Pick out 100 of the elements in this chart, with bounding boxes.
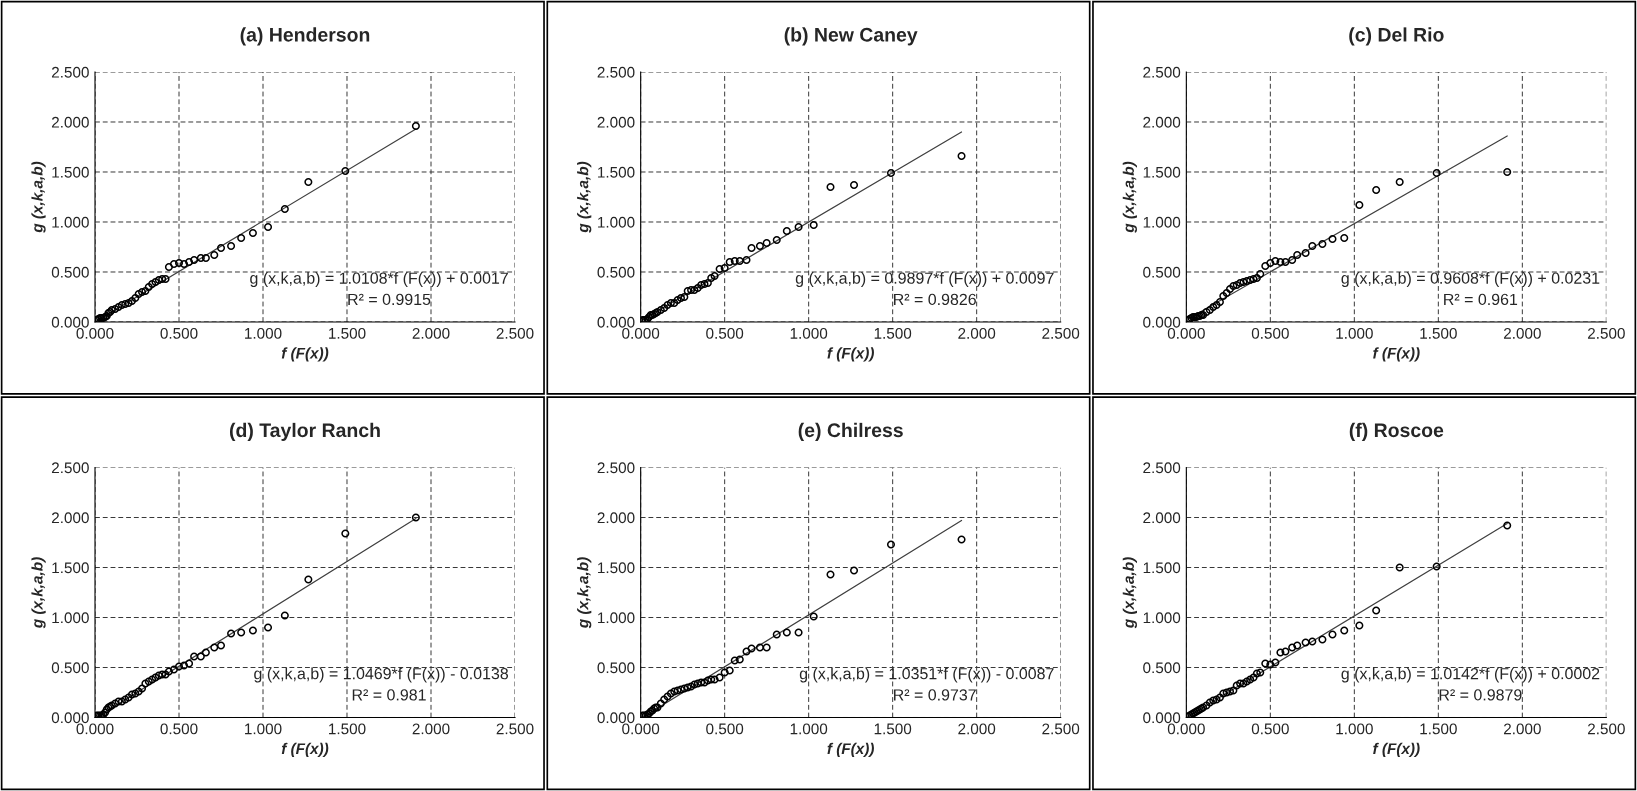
y-axis-title: g (x,k,a,b) (577, 557, 592, 629)
y-tick-label: 1.000 (52, 216, 89, 228)
x-tick-label: 1.500 (874, 723, 912, 735)
y-tick-label: 1.000 (598, 612, 635, 624)
annotation: R² = 0.981 (352, 689, 426, 701)
y-tick-label: 2.000 (51, 512, 89, 524)
x-tick-label: 0.000 (1167, 327, 1205, 339)
y-tick-label: 1.500 (52, 166, 89, 178)
y-tick-label: 1.500 (1143, 562, 1181, 574)
x-axis-title: f (F(x)) (281, 347, 329, 362)
y-tick-label: 1.000 (1143, 216, 1181, 228)
chart-title: (a) Henderson (240, 27, 370, 46)
annotation: R² = 0.9915 (348, 293, 431, 306)
y-tick-label: 0.000 (597, 712, 635, 724)
x-tick-label: 0.000 (622, 723, 660, 735)
x-axis-title: f (F(x)) (827, 347, 874, 362)
x-tick-label: 2.500 (1042, 723, 1080, 735)
x-tick-label: 2.000 (412, 723, 450, 735)
x-tick-label: 0.000 (1167, 723, 1205, 735)
y-tick-label: 1.000 (1143, 612, 1181, 624)
y-axis-title: g (x,k,a,b) (31, 161, 46, 233)
y-tick-label: 1.500 (1143, 166, 1181, 178)
x-tick-label: 0.500 (706, 723, 744, 735)
x-tick-label: 1.000 (245, 723, 282, 735)
y-axis-title: g (x,k,a,b) (1122, 557, 1137, 629)
x-tick-label: 0.000 (622, 327, 660, 339)
y-axis-title: g (x,k,a,b) (31, 557, 46, 629)
x-axis-title: f (F(x)) (1373, 347, 1420, 362)
annotation: g (x,k,a,b) = 0.9897*f (F(x)) + 0.0097 (795, 272, 1054, 287)
x-tick-label: 0.500 (160, 327, 198, 339)
x-tick-label: 2.500 (496, 327, 534, 339)
y-tick-label: 0.000 (51, 316, 89, 328)
x-axis-title: f (F(x)) (827, 742, 874, 758)
x-tick-label: 1.000 (1336, 327, 1373, 339)
y-tick-label: 1.500 (52, 562, 89, 574)
annotation: g (x,k,a,b) = 1.0469*f (F(x)) - 0.0138 (254, 667, 509, 683)
y-tick-label: 2.500 (1143, 66, 1181, 78)
annotation: g (x,k,a,b) = 1.0351*f (F(x)) - 0.0087 (799, 667, 1054, 683)
y-tick-label: 1.500 (598, 562, 635, 574)
chart-title: (d) Taylor Ranch (229, 422, 380, 441)
annotation: g (x,k,a,b) = 1.0142*f (F(x)) + 0.0002 (1341, 667, 1600, 683)
x-tick-label: 0.000 (76, 327, 114, 339)
y-tick-label: 2.500 (597, 66, 635, 78)
y-tick-label: 0.500 (1143, 662, 1181, 674)
x-axis-title: f (F(x)) (281, 742, 329, 758)
annotation: R² = 0.9879 (1439, 689, 1522, 701)
y-tick-label: 0.000 (1143, 712, 1181, 724)
y-tick-label: 1.000 (598, 216, 635, 228)
annotation: g (x,k,a,b) = 0.9608*f (F(x)) + 0.0231 (1341, 272, 1600, 287)
y-tick-label: 2.000 (597, 512, 635, 524)
y-tick-label: 0.500 (51, 662, 89, 674)
x-tick-label: 2.500 (496, 723, 534, 735)
annotation: R² = 0.9737 (894, 689, 976, 701)
y-tick-label: 0.500 (597, 662, 635, 674)
x-tick-label: 2.000 (412, 327, 450, 339)
annotation: g (x,k,a,b) = 1.0108*f (F(x)) + 0.0017 (250, 272, 508, 287)
chart-title: (c) Del Rio (1349, 27, 1444, 46)
y-tick-label: 2.000 (1143, 512, 1181, 524)
annotation: R² = 0.961 (1444, 293, 1518, 306)
y-tick-label: 2.000 (51, 116, 89, 128)
x-tick-label: 1.500 (329, 327, 366, 339)
y-tick-label: 0.000 (51, 712, 89, 724)
x-tick-label: 1.000 (790, 327, 828, 339)
x-tick-label: 1.500 (1420, 327, 1457, 339)
x-tick-label: 2.500 (1042, 327, 1080, 339)
x-tick-label: 1.500 (1420, 723, 1457, 735)
x-tick-label: 1.000 (790, 723, 828, 735)
x-tick-label: 1.000 (245, 327, 282, 339)
y-tick-label: 0.500 (597, 266, 635, 278)
x-tick-label: 1.500 (329, 723, 366, 735)
y-tick-label: 2.000 (1143, 116, 1181, 128)
x-tick-label: 0.000 (76, 723, 114, 735)
y-tick-label: 0.000 (1143, 316, 1181, 328)
y-tick-label: 1.500 (598, 166, 635, 178)
y-tick-label: 2.000 (597, 116, 635, 128)
x-tick-label: 2.500 (1587, 723, 1625, 735)
x-tick-label: 2.500 (1587, 327, 1625, 339)
y-tick-label: 1.000 (52, 612, 89, 624)
chart-title: (b) New Caney (784, 27, 918, 46)
x-tick-label: 0.500 (1251, 327, 1289, 339)
chart-title: (e) Chilress (798, 422, 903, 441)
y-tick-label: 0.500 (1143, 266, 1181, 278)
x-tick-label: 2.000 (958, 327, 996, 339)
y-tick-label: 2.500 (597, 462, 635, 474)
y-tick-label: 0.000 (597, 316, 635, 328)
x-tick-label: 2.000 (1503, 723, 1541, 735)
x-tick-label: 1.000 (1336, 723, 1373, 735)
y-tick-label: 2.500 (51, 462, 89, 474)
y-tick-label: 2.500 (1143, 462, 1181, 474)
x-tick-label: 1.500 (874, 327, 912, 339)
y-tick-label: 0.500 (51, 266, 89, 278)
chart-title: (f) Roscoe (1349, 422, 1444, 441)
x-axis-title: f (F(x)) (1373, 742, 1420, 758)
y-axis-title: g (x,k,a,b) (1122, 161, 1137, 233)
x-tick-label: 0.500 (160, 723, 198, 735)
y-axis-title: g (x,k,a,b) (577, 161, 592, 233)
x-tick-label: 0.500 (706, 327, 744, 339)
x-tick-label: 2.000 (1503, 327, 1541, 339)
y-tick-label: 2.500 (51, 66, 89, 78)
x-tick-label: 2.000 (958, 723, 996, 735)
